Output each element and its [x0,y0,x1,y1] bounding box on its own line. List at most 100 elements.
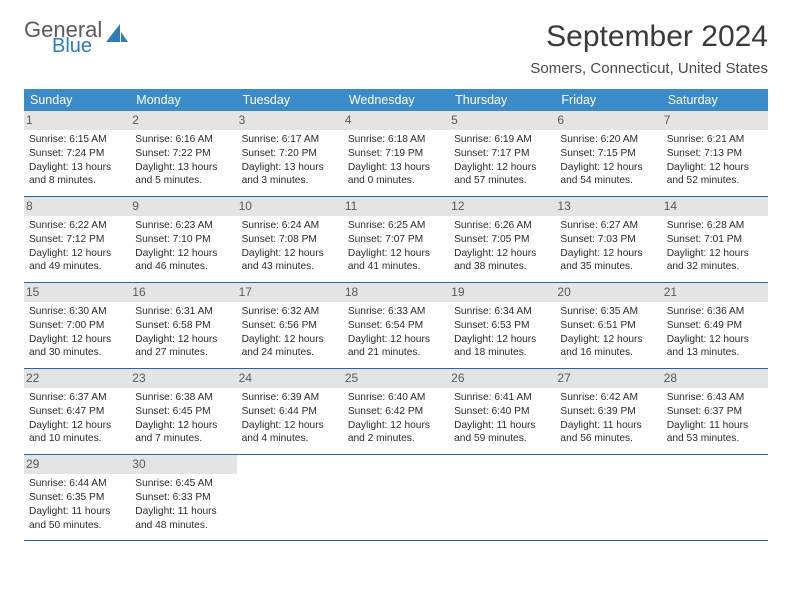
day-number: 4 [343,111,449,130]
day-cell: 2 Sunrise: 6:16 AMSunset: 7:22 PMDaylight… [130,111,236,196]
day-number: 14 [662,197,768,216]
day-cell [237,455,343,540]
day-number: 26 [449,369,555,388]
week-row: 29 Sunrise: 6:44 AMSunset: 6:35 PMDayligh… [24,455,768,541]
day-number: 27 [555,369,661,388]
day-cell: 14 Sunrise: 6:28 AMSunset: 7:01 PMDayligh… [662,197,768,282]
day-info: Sunrise: 6:37 AMSunset: 6:47 PMDaylight:… [29,391,125,446]
header: General Blue September 2024 Somers, Conn… [24,20,768,77]
day-header: Tuesday [237,89,343,111]
day-header: Monday [130,89,236,111]
weeks: 1 Sunrise: 6:15 AMSunset: 7:24 PMDaylight… [24,111,768,541]
week-row: 1 Sunrise: 6:15 AMSunset: 7:24 PMDaylight… [24,111,768,197]
day-number: 25 [343,369,449,388]
day-cell: 7 Sunrise: 6:21 AMSunset: 7:13 PMDaylight… [662,111,768,196]
day-cell: 15 Sunrise: 6:30 AMSunset: 7:00 PMDayligh… [24,283,130,368]
day-info: Sunrise: 6:15 AMSunset: 7:24 PMDaylight:… [29,133,125,188]
day-number: 19 [449,283,555,302]
week-row: 8 Sunrise: 6:22 AMSunset: 7:12 PMDaylight… [24,197,768,283]
day-header: Friday [555,89,661,111]
day-header: Saturday [662,89,768,111]
day-info: Sunrise: 6:45 AMSunset: 6:33 PMDaylight:… [135,477,231,532]
day-info: Sunrise: 6:24 AMSunset: 7:08 PMDaylight:… [242,219,338,274]
day-cell: 28 Sunrise: 6:43 AMSunset: 6:37 PMDayligh… [662,369,768,454]
day-info: Sunrise: 6:18 AMSunset: 7:19 PMDaylight:… [348,133,444,188]
day-info: Sunrise: 6:33 AMSunset: 6:54 PMDaylight:… [348,305,444,360]
day-number: 29 [24,455,130,474]
day-cell [343,455,449,540]
day-cell: 1 Sunrise: 6:15 AMSunset: 7:24 PMDaylight… [24,111,130,196]
day-cell: 30 Sunrise: 6:45 AMSunset: 6:33 PMDayligh… [130,455,236,540]
day-header: Thursday [449,89,555,111]
day-info: Sunrise: 6:20 AMSunset: 7:15 PMDaylight:… [560,133,656,188]
day-header: Wednesday [343,89,449,111]
day-info: Sunrise: 6:17 AMSunset: 7:20 PMDaylight:… [242,133,338,188]
day-info: Sunrise: 6:21 AMSunset: 7:13 PMDaylight:… [667,133,763,188]
sail-icon [106,24,128,44]
day-cell: 12 Sunrise: 6:26 AMSunset: 7:05 PMDayligh… [449,197,555,282]
logo: General Blue [24,20,128,56]
day-cell: 22 Sunrise: 6:37 AMSunset: 6:47 PMDayligh… [24,369,130,454]
day-cell: 18 Sunrise: 6:33 AMSunset: 6:54 PMDayligh… [343,283,449,368]
day-info: Sunrise: 6:25 AMSunset: 7:07 PMDaylight:… [348,219,444,274]
day-cell [555,455,661,540]
day-info: Sunrise: 6:31 AMSunset: 6:58 PMDaylight:… [135,305,231,360]
title-block: September 2024 Somers, Connecticut, Unit… [530,20,768,77]
day-info: Sunrise: 6:32 AMSunset: 6:56 PMDaylight:… [242,305,338,360]
day-info: Sunrise: 6:39 AMSunset: 6:44 PMDaylight:… [242,391,338,446]
day-info: Sunrise: 6:35 AMSunset: 6:51 PMDaylight:… [560,305,656,360]
day-cell [449,455,555,540]
day-number: 20 [555,283,661,302]
day-info: Sunrise: 6:22 AMSunset: 7:12 PMDaylight:… [29,219,125,274]
day-info: Sunrise: 6:34 AMSunset: 6:53 PMDaylight:… [454,305,550,360]
day-number: 8 [24,197,130,216]
day-cell: 19 Sunrise: 6:34 AMSunset: 6:53 PMDayligh… [449,283,555,368]
day-cell: 11Sunrise: 6:25 AMSunset: 7:07 PMDayligh… [343,197,449,282]
day-number: 28 [662,369,768,388]
day-number: 2 [130,111,236,130]
day-info: Sunrise: 6:40 AMSunset: 6:42 PMDaylight:… [348,391,444,446]
day-number: 5 [449,111,555,130]
day-info: Sunrise: 6:36 AMSunset: 6:49 PMDaylight:… [667,305,763,360]
day-cell: 21Sunrise: 6:36 AMSunset: 6:49 PMDayligh… [662,283,768,368]
week-row: 15 Sunrise: 6:30 AMSunset: 7:00 PMDayligh… [24,283,768,369]
week-row: 22 Sunrise: 6:37 AMSunset: 6:47 PMDayligh… [24,369,768,455]
day-number: 24 [237,369,343,388]
day-cell: 29 Sunrise: 6:44 AMSunset: 6:35 PMDayligh… [24,455,130,540]
day-number: 12 [449,197,555,216]
location: Somers, Connecticut, United States [530,60,768,77]
day-cell: 8 Sunrise: 6:22 AMSunset: 7:12 PMDaylight… [24,197,130,282]
day-info: Sunrise: 6:41 AMSunset: 6:40 PMDaylight:… [454,391,550,446]
day-info: Sunrise: 6:28 AMSunset: 7:01 PMDaylight:… [667,219,763,274]
day-number: 1 [24,111,130,130]
day-cell: 6Sunrise: 6:20 AMSunset: 7:15 PMDaylight… [555,111,661,196]
day-info: Sunrise: 6:16 AMSunset: 7:22 PMDaylight:… [135,133,231,188]
day-number: 18 [343,283,449,302]
day-number: 9 [130,197,236,216]
day-cell: 4 Sunrise: 6:18 AMSunset: 7:19 PMDaylight… [343,111,449,196]
calendar: SundayMondayTuesdayWednesdayThursdayFrid… [24,89,768,541]
day-cell: 26 Sunrise: 6:41 AMSunset: 6:40 PMDayligh… [449,369,555,454]
day-number: 30 [130,455,236,474]
day-info: Sunrise: 6:44 AMSunset: 6:35 PMDaylight:… [29,477,125,532]
day-number: 15 [24,283,130,302]
day-cell: 10Sunrise: 6:24 AMSunset: 7:08 PMDayligh… [237,197,343,282]
day-info: Sunrise: 6:23 AMSunset: 7:10 PMDaylight:… [135,219,231,274]
day-info: Sunrise: 6:26 AMSunset: 7:05 PMDaylight:… [454,219,550,274]
day-number: 22 [24,369,130,388]
day-header: Sunday [24,89,130,111]
day-info: Sunrise: 6:38 AMSunset: 6:45 PMDaylight:… [135,391,231,446]
day-cell: 27Sunrise: 6:42 AMSunset: 6:39 PMDayligh… [555,369,661,454]
day-info: Sunrise: 6:43 AMSunset: 6:37 PMDaylight:… [667,391,763,446]
day-info: Sunrise: 6:30 AMSunset: 7:00 PMDaylight:… [29,305,125,360]
day-number: 7 [662,111,768,130]
day-cell: 5Sunrise: 6:19 AMSunset: 7:17 PMDaylight… [449,111,555,196]
day-cell: 23 Sunrise: 6:38 AMSunset: 6:45 PMDayligh… [130,369,236,454]
day-cell: 13 Sunrise: 6:27 AMSunset: 7:03 PMDayligh… [555,197,661,282]
day-number: 13 [555,197,661,216]
day-cell: 25 Sunrise: 6:40 AMSunset: 6:42 PMDayligh… [343,369,449,454]
day-info: Sunrise: 6:27 AMSunset: 7:03 PMDaylight:… [560,219,656,274]
day-number: 23 [130,369,236,388]
day-number: 3 [237,111,343,130]
day-cell: 20 Sunrise: 6:35 AMSunset: 6:51 PMDayligh… [555,283,661,368]
